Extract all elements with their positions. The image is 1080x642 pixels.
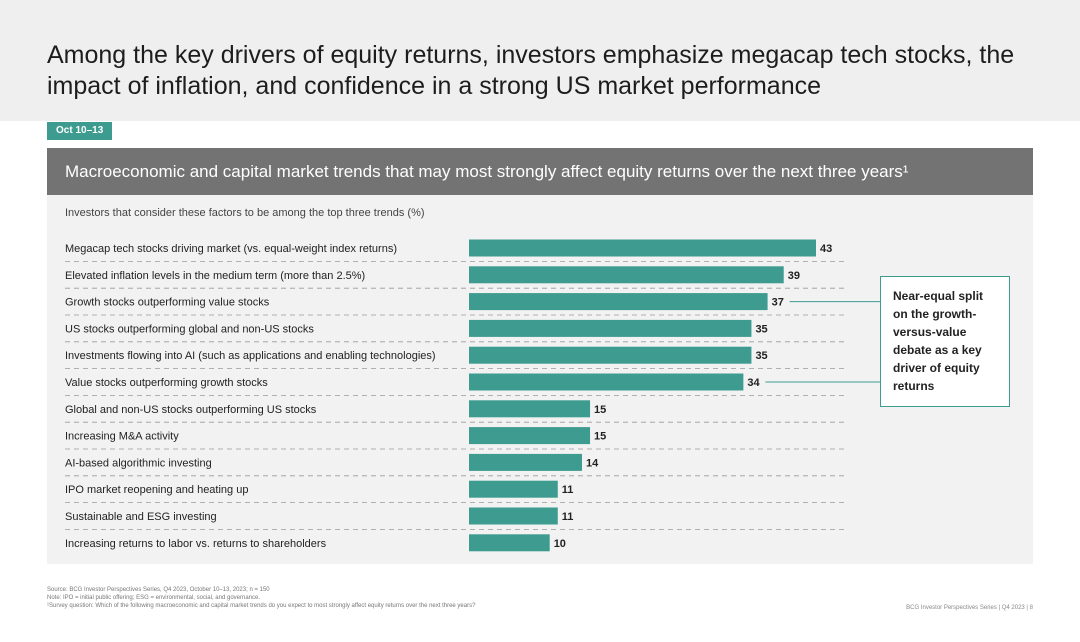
value-label: 43 <box>820 243 832 255</box>
category-label: IPO market reopening and heating up <box>65 484 248 496</box>
footnote-survey: ¹Survey question: Which of the following… <box>47 603 476 609</box>
category-label: Value stocks outperforming growth stocks <box>65 377 268 389</box>
header-band <box>0 0 1080 121</box>
category-label: Sustainable and ESG investing <box>65 511 217 523</box>
category-label: US stocks outperforming global and non-U… <box>65 323 314 335</box>
value-label: 11 <box>562 484 574 496</box>
value-label: 10 <box>554 538 566 550</box>
value-label: 15 <box>594 404 606 416</box>
value-label: 35 <box>755 323 767 335</box>
footnotes: Source: BCG Investor Perspectives Series… <box>47 586 747 610</box>
category-label: AI-based algorithmic investing <box>65 457 212 469</box>
bar <box>469 453 582 471</box>
bar <box>469 293 768 311</box>
bar <box>469 427 591 445</box>
value-label: 14 <box>586 457 599 469</box>
value-label: 34 <box>747 377 760 389</box>
bar <box>469 507 558 525</box>
value-label: 39 <box>788 270 800 282</box>
category-label: Increasing returns to labor vs. returns … <box>65 538 327 550</box>
category-label: Elevated inflation levels in the medium … <box>65 270 365 282</box>
footnote-note: Note: IPO = initial public offering; ESG… <box>47 595 261 601</box>
page-title: Among the key drivers of equity returns,… <box>47 41 1015 100</box>
footnote-source: Source: BCG Investor Perspectives Series… <box>47 587 270 593</box>
value-label: 11 <box>562 511 574 523</box>
category-label: Megacap tech stocks driving market (vs. … <box>65 243 397 255</box>
page-footer: BCG Investor Perspectives Series | Q4 20… <box>906 605 1033 611</box>
category-label: Global and non-US stocks outperforming U… <box>65 404 317 416</box>
value-label: 15 <box>594 431 606 443</box>
value-label: 37 <box>772 297 784 309</box>
chart-subtitle: Investors that consider these factors to… <box>65 207 425 219</box>
bar <box>469 400 591 418</box>
bar <box>469 319 752 337</box>
category-label: Growth stocks outperforming value stocks <box>65 297 270 309</box>
bar <box>469 373 744 391</box>
value-label: 35 <box>755 350 767 362</box>
callout-annotation: Near-equal split on the growth-versus-va… <box>880 276 1010 407</box>
bar <box>469 534 550 552</box>
bar <box>469 480 558 498</box>
date-tag: Oct 10–13 <box>47 122 113 140</box>
bar <box>469 239 816 257</box>
category-label: Increasing M&A activity <box>65 431 179 443</box>
panel-header: Macroeconomic and capital market trends … <box>47 148 1033 195</box>
category-label: Investments flowing into AI (such as app… <box>65 350 436 362</box>
bar <box>469 266 784 284</box>
bar <box>469 346 752 364</box>
